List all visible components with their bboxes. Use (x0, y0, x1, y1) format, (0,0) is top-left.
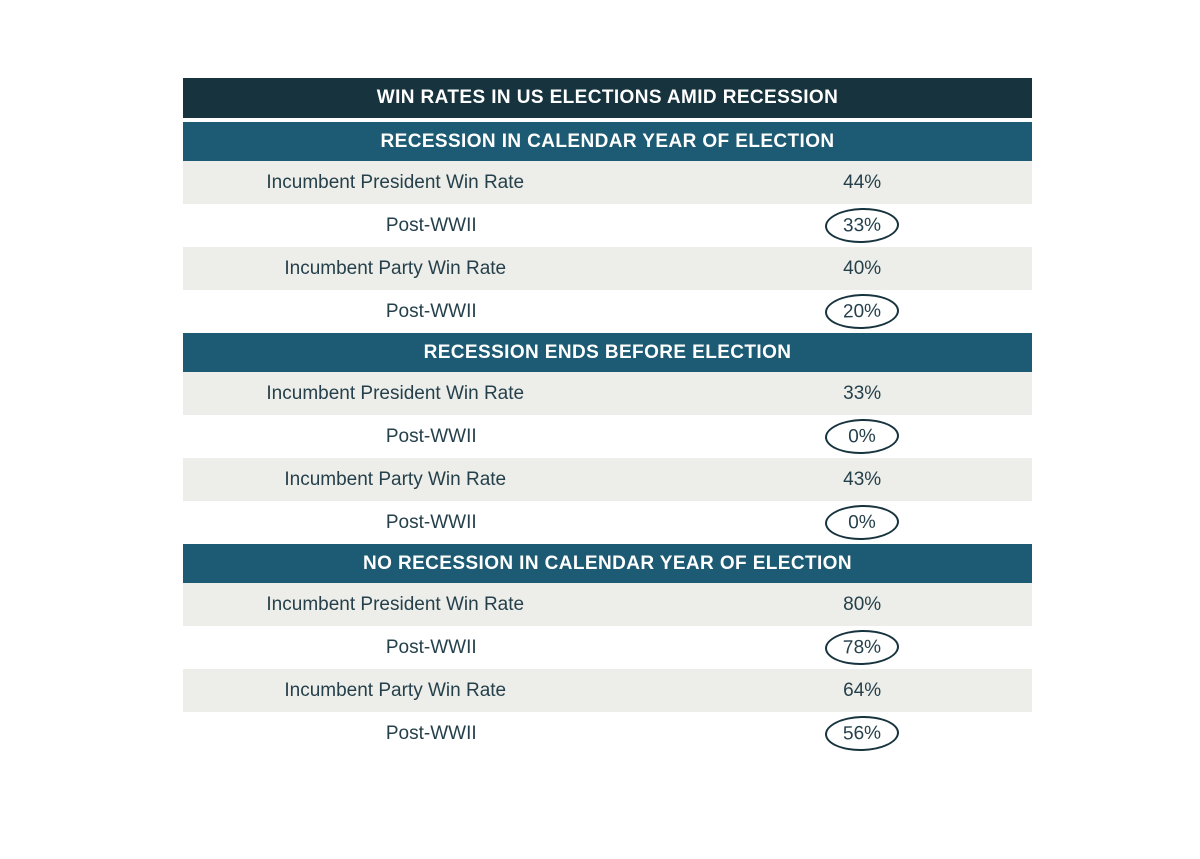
table-row: Post-WWII 78% (183, 626, 1032, 669)
circled-value: 20% (824, 293, 900, 330)
table-row: Incumbent Party Win Rate 64% (183, 669, 1032, 712)
table-row: Incumbent Party Win Rate 40% (183, 247, 1032, 290)
row-value: 80% (692, 583, 1032, 626)
section-1: RECESSION ENDS BEFORE ELECTION Incumbent … (183, 333, 1032, 544)
section-0: RECESSION IN CALENDAR YEAR OF ELECTION In… (183, 122, 1032, 333)
value-text: 80% (843, 593, 882, 615)
table-row: Incumbent President Win Rate 80% (183, 583, 1032, 626)
circled-value: 78% (824, 629, 900, 666)
circled-value: 0% (824, 504, 900, 541)
table-row: Incumbent Party Win Rate 43% (183, 458, 1032, 501)
row-label: Incumbent Party Win Rate (284, 468, 507, 490)
table-row: Post-WWII 0% (183, 501, 1032, 544)
row-value: 20% (692, 290, 1032, 333)
row-value: 78% (692, 626, 1032, 669)
row-label: Post-WWII (385, 214, 477, 236)
row-value: 33% (692, 204, 1032, 247)
table-row: Incumbent President Win Rate 44% (183, 161, 1032, 204)
row-value: 64% (692, 669, 1032, 712)
table-row: Post-WWII 0% (183, 415, 1032, 458)
row-label: Incumbent Party Win Rate (284, 679, 507, 701)
row-label: Incumbent President Win Rate (266, 593, 525, 615)
row-label: Post-WWII (385, 511, 477, 533)
value-text: 44% (843, 171, 882, 193)
row-label: Incumbent Party Win Rate (284, 257, 507, 279)
row-value: 40% (692, 247, 1032, 290)
row-value: 43% (692, 458, 1032, 501)
section-header: RECESSION ENDS BEFORE ELECTION (183, 333, 1032, 372)
value-text: 64% (843, 679, 882, 701)
row-label: Incumbent President Win Rate (266, 382, 525, 404)
win-rates-table: WIN RATES IN US ELECTIONS AMID RECESSION… (183, 78, 1032, 755)
row-value: 33% (692, 372, 1032, 415)
row-value: 56% (692, 712, 1032, 755)
row-value: 0% (692, 501, 1032, 544)
row-value: 0% (692, 415, 1032, 458)
row-label: Post-WWII (385, 300, 477, 322)
value-text: 40% (843, 257, 882, 279)
section-header: NO RECESSION IN CALENDAR YEAR OF ELECTIO… (183, 544, 1032, 583)
value-text: 33% (843, 382, 882, 404)
sections-container: RECESSION IN CALENDAR YEAR OF ELECTION In… (183, 122, 1032, 755)
row-label: Post-WWII (385, 722, 477, 744)
circled-value: 0% (824, 418, 900, 455)
table-row: Post-WWII 20% (183, 290, 1032, 333)
table-title: WIN RATES IN US ELECTIONS AMID RECESSION (183, 78, 1032, 118)
circled-value: 33% (824, 207, 900, 244)
circled-value: 56% (824, 715, 900, 752)
row-label: Post-WWII (385, 636, 477, 658)
table-row: Post-WWII 56% (183, 712, 1032, 755)
row-label: Incumbent President Win Rate (266, 171, 525, 193)
table-row: Incumbent President Win Rate 33% (183, 372, 1032, 415)
section-header: RECESSION IN CALENDAR YEAR OF ELECTION (183, 122, 1032, 161)
row-label: Post-WWII (385, 425, 477, 447)
row-value: 44% (692, 161, 1032, 204)
section-2: NO RECESSION IN CALENDAR YEAR OF ELECTIO… (183, 544, 1032, 755)
value-text: 43% (843, 468, 882, 490)
table-row: Post-WWII 33% (183, 204, 1032, 247)
